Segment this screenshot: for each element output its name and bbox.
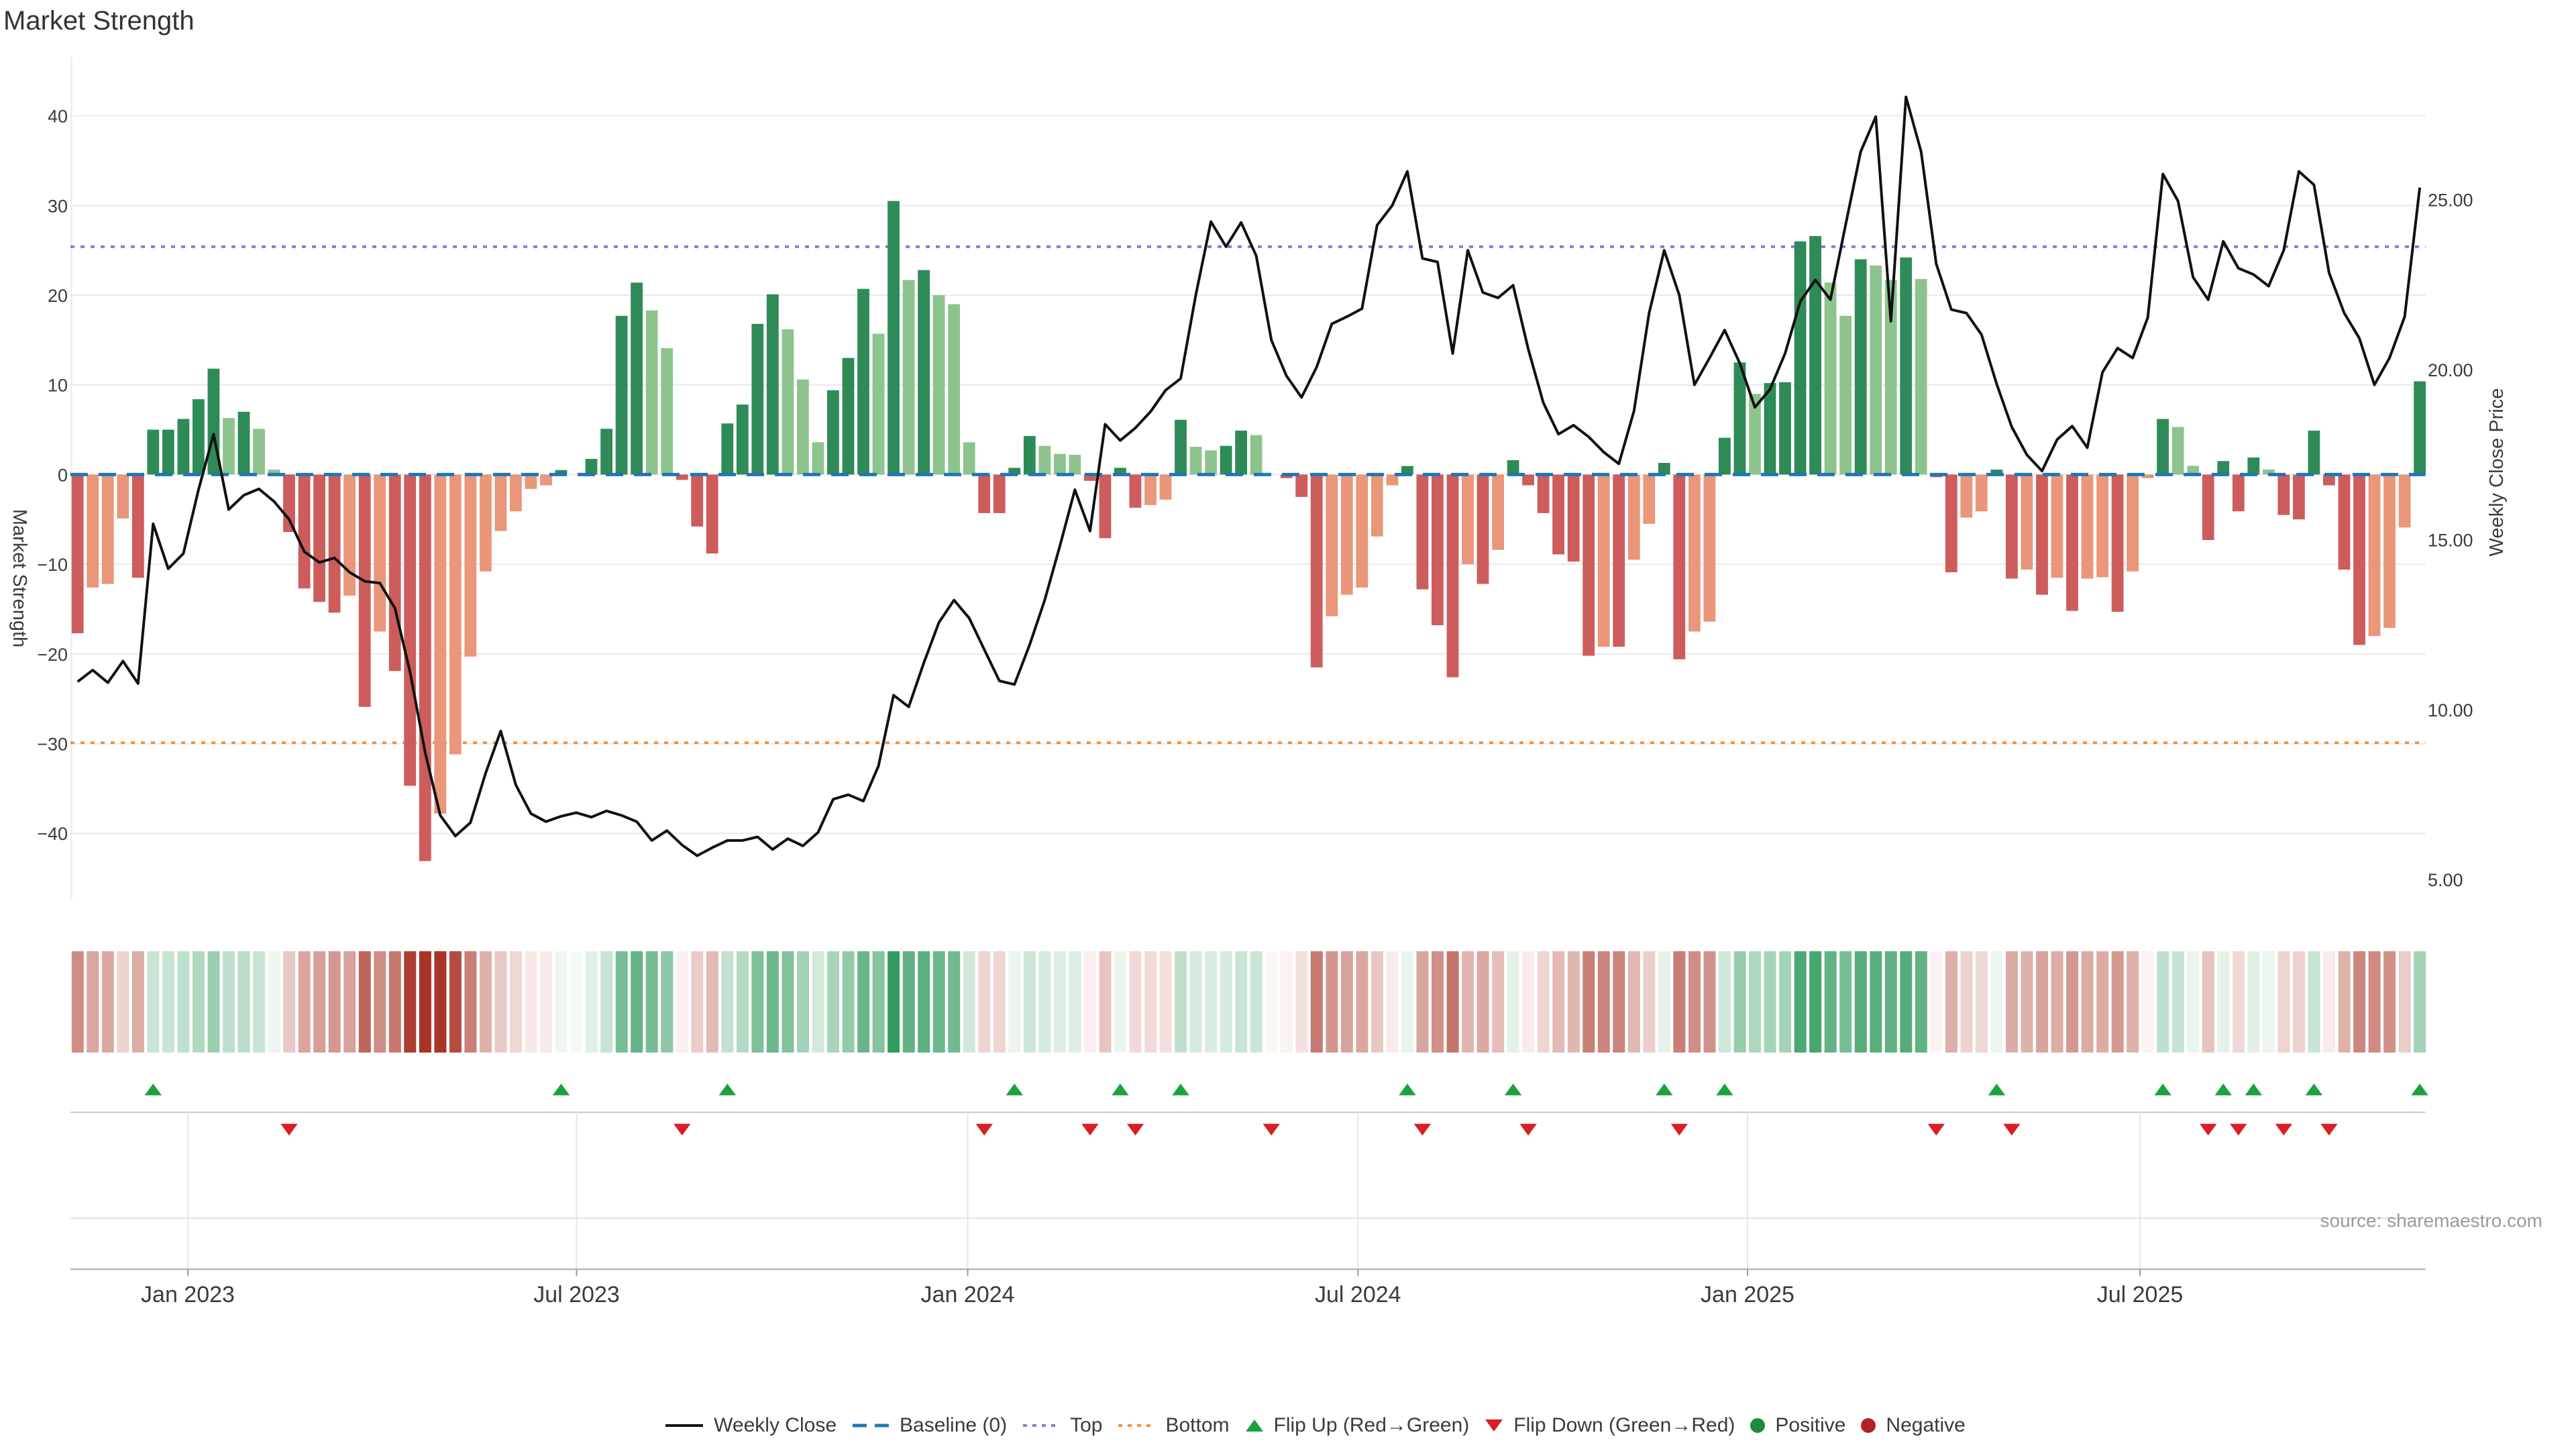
- svg-text:15.00: 15.00: [2428, 531, 2473, 551]
- svg-text:−40: −40: [37, 824, 68, 844]
- svg-text:20: 20: [48, 286, 68, 306]
- svg-text:5.00: 5.00: [2428, 870, 2463, 890]
- svg-text:Market Strength: Market Strength: [9, 509, 30, 647]
- svg-text:Weekly Close Price: Weekly Close Price: [2486, 388, 2508, 557]
- svg-text:−10: −10: [37, 555, 68, 575]
- svg-text:Jan 2025: Jan 2025: [1701, 1282, 1794, 1307]
- svg-text:Jan 2023: Jan 2023: [141, 1282, 235, 1307]
- svg-text:−20: −20: [37, 645, 68, 665]
- svg-text:40: 40: [48, 107, 68, 127]
- svg-text:25.00: 25.00: [2428, 191, 2473, 211]
- svg-text:10: 10: [48, 376, 68, 396]
- svg-text:Jul 2023: Jul 2023: [533, 1282, 620, 1307]
- svg-text:10.00: 10.00: [2428, 700, 2473, 720]
- svg-text:20.00: 20.00: [2428, 360, 2473, 380]
- svg-text:30: 30: [48, 196, 68, 216]
- svg-text:Jul 2025: Jul 2025: [2097, 1282, 2184, 1307]
- svg-text:Jan 2024: Jan 2024: [921, 1282, 1015, 1307]
- svg-text:Jul 2024: Jul 2024: [1315, 1282, 1401, 1307]
- svg-text:Market Strength: Market Strength: [3, 6, 195, 36]
- svg-text:−30: −30: [37, 735, 68, 755]
- svg-text:0: 0: [58, 465, 68, 485]
- svg-text:source: sharemaestro.com: source: sharemaestro.com: [2320, 1210, 2542, 1231]
